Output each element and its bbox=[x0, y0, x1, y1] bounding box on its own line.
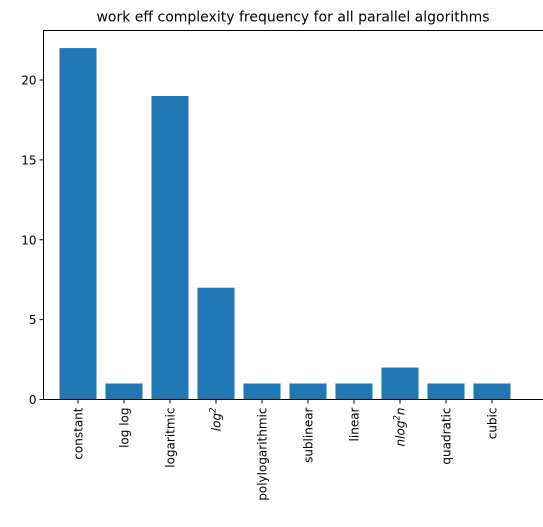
bar-2 bbox=[151, 95, 189, 400]
y-tick-label-4: 20 bbox=[21, 74, 36, 88]
bars-group bbox=[59, 48, 511, 400]
bar-0 bbox=[59, 48, 97, 400]
y-tick-label-3: 15 bbox=[21, 153, 36, 167]
bar-3 bbox=[197, 287, 235, 400]
x-tick-label-7: nlog2n bbox=[393, 408, 408, 447]
y-tick-label-0: 0 bbox=[29, 393, 37, 407]
x-tick-label-3: log2 bbox=[209, 408, 224, 432]
x-tick-label-6: linear bbox=[348, 407, 362, 441]
bar-1 bbox=[105, 383, 143, 400]
bar-8 bbox=[427, 383, 465, 400]
y-tick-label-2: 10 bbox=[21, 233, 36, 247]
bar-6 bbox=[335, 383, 373, 400]
x-tick-label-1: log log bbox=[118, 408, 132, 448]
x-tick-label-5: sublinear bbox=[302, 407, 316, 462]
chart-title: work eff complexity frequency for all pa… bbox=[96, 10, 489, 26]
x-tick-label-2: logaritmic bbox=[164, 408, 178, 468]
y-axis: 0 5 10 15 20 bbox=[21, 74, 44, 407]
bar-9 bbox=[473, 383, 511, 400]
x-tick-label-4: polylogarithmic bbox=[256, 408, 270, 501]
x-axis: constant log log logaritmic log2 polylogarit… bbox=[72, 399, 500, 501]
bar-4 bbox=[243, 383, 281, 400]
plot-frame bbox=[43, 30, 543, 400]
x-tick-label-8: quadratic bbox=[440, 408, 454, 465]
y-tick-label-1: 5 bbox=[29, 313, 37, 327]
bar-7 bbox=[381, 367, 419, 400]
bar-5 bbox=[289, 383, 327, 400]
x-tick-label-0: constant bbox=[72, 407, 86, 459]
x-tick-label-9: cubic bbox=[486, 408, 500, 440]
